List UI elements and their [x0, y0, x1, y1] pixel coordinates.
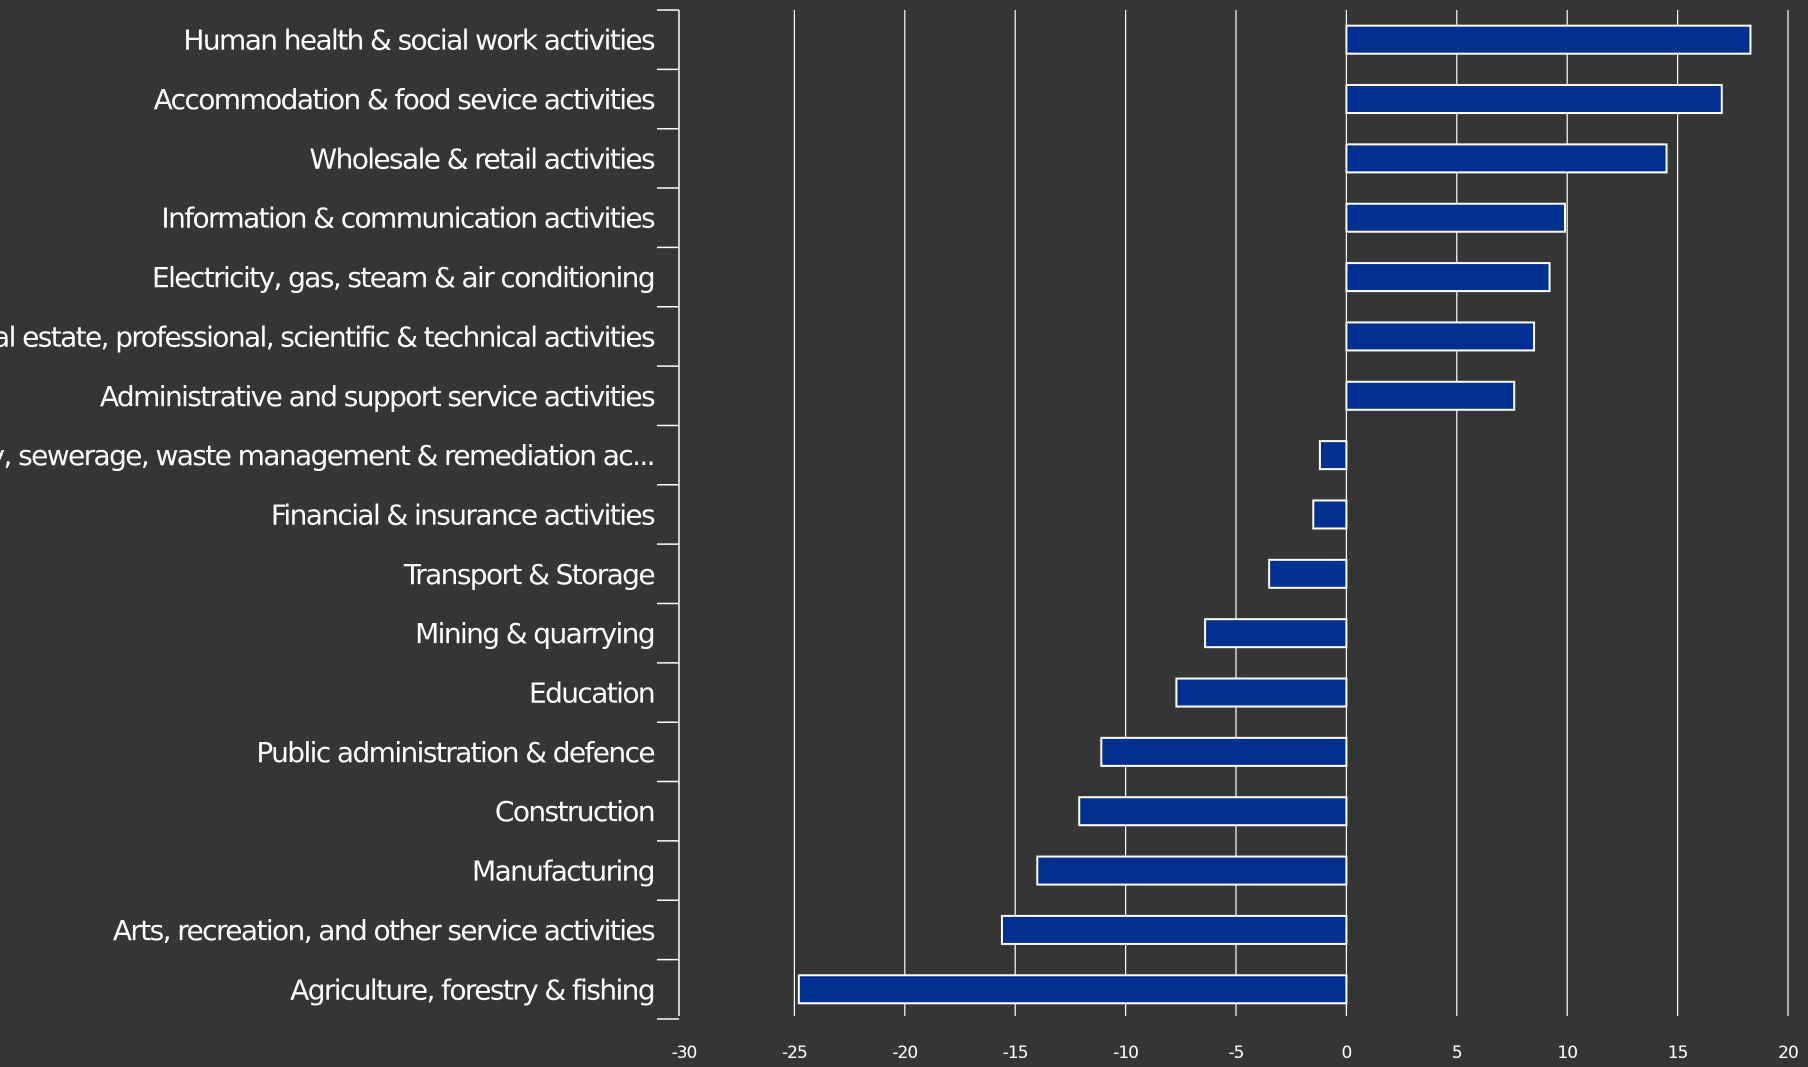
category-label: Water supply, sewerage, waste management… [0, 439, 654, 472]
bar [1345, 24, 1752, 55]
x-tick-label: -30 [672, 1043, 697, 1063]
x-tick-label: 5 [1452, 1043, 1462, 1063]
bar [1312, 499, 1348, 530]
x-tick-label: -20 [892, 1043, 917, 1063]
x-tick-label: 20 [1778, 1043, 1798, 1063]
category-label: Wholesale & retail activities [309, 142, 655, 175]
bar [1318, 440, 1348, 471]
x-tick-label: -5 [1229, 1043, 1244, 1063]
category-label: Real estate, professional, scientific & … [0, 320, 655, 353]
category-label: Administrative and support service activ… [100, 380, 655, 413]
category-label: Information & communication activities [161, 202, 655, 235]
bar [1345, 262, 1551, 293]
category-label: Manufacturing [472, 855, 654, 888]
category-label: Mining & quarrying [415, 617, 654, 650]
bar [1000, 914, 1348, 945]
bar [1345, 321, 1536, 352]
bar [1345, 202, 1566, 233]
category-label: Accommodation & food sevice activities [154, 83, 655, 116]
bar [1175, 677, 1348, 708]
bar [1036, 855, 1348, 886]
x-tick-labels: -30 -25 -20 -15 -10 -5 0 5 10 15 20 [672, 1043, 1799, 1063]
bar [1345, 143, 1668, 174]
category-label: Electricity, gas, steam & air conditioni… [152, 261, 654, 294]
bar [1345, 380, 1516, 411]
bars [797, 24, 1752, 1005]
x-tick-label: 0 [1341, 1043, 1351, 1063]
bar [1100, 736, 1348, 767]
bar [1078, 796, 1348, 827]
y-axis [657, 9, 680, 1020]
x-tick-label: 10 [1557, 1043, 1577, 1063]
category-label: Human health & social work activities [183, 24, 655, 57]
category-labels: Human health & social work activities Acc… [0, 24, 657, 1007]
bar [1268, 558, 1348, 589]
bar [1204, 618, 1348, 649]
bar [797, 974, 1348, 1005]
category-label: Financial & insurance activities [271, 498, 655, 531]
category-label: Agriculture, forestry & fishing [290, 973, 654, 1006]
x-tick-label: -10 [1113, 1043, 1138, 1063]
x-tick-label: -15 [1003, 1043, 1028, 1063]
category-label: Public administration & defence [256, 736, 654, 769]
category-label: Transport & Storage [403, 558, 655, 591]
category-label: Arts, recreation, and other service acti… [113, 914, 655, 947]
bar [1345, 84, 1723, 115]
x-tick-label: 15 [1668, 1043, 1688, 1063]
category-label: Education [529, 677, 654, 710]
x-tick-label: -25 [782, 1043, 807, 1063]
category-label: Construction [495, 795, 654, 828]
